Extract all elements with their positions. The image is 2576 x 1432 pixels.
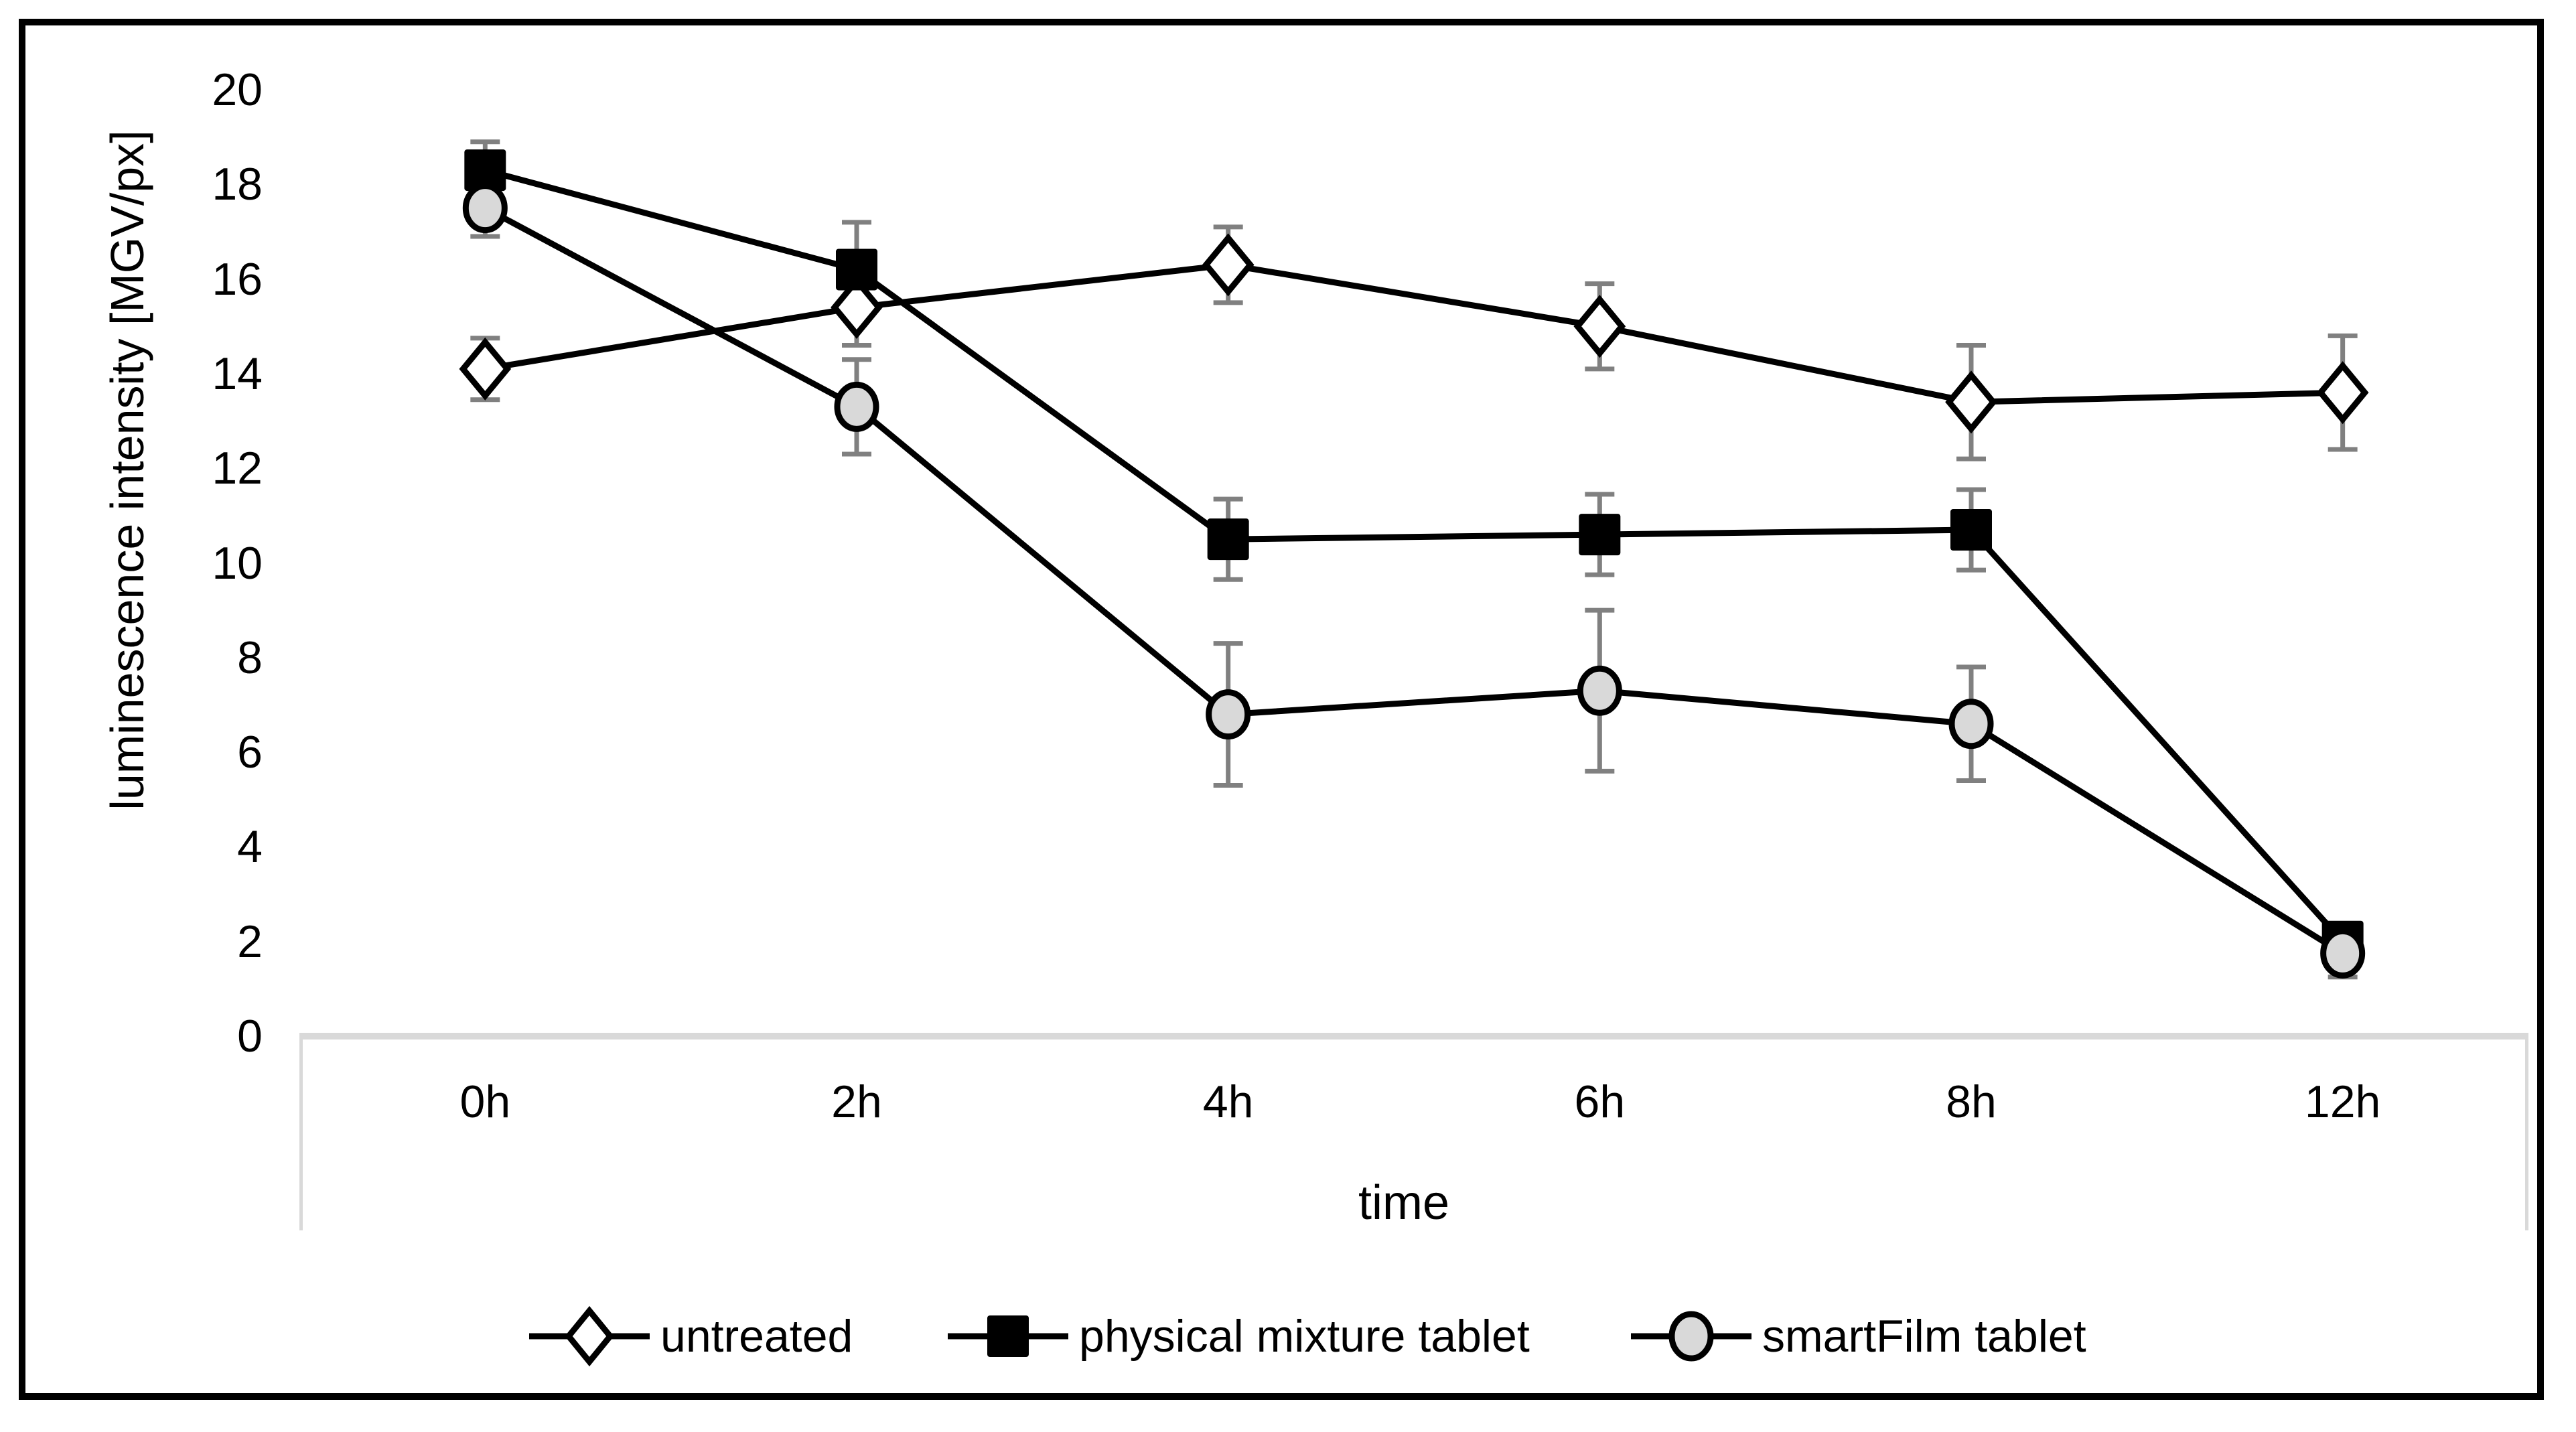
axis-box-left-border	[299, 1033, 303, 1230]
x-tick-label-8h: 8h	[1946, 1076, 1997, 1127]
y-tick-label-18: 18	[212, 159, 263, 210]
data-point-marker[interactable]	[1577, 665, 1622, 716]
y-tick-label-14: 14	[212, 348, 263, 399]
data-point-marker[interactable]	[1207, 518, 1249, 561]
series-line-2	[484, 205, 2345, 956]
y-tick-label-10: 10	[212, 537, 263, 589]
y-tick-label-0: 0	[237, 1011, 263, 1062]
x-axis-line	[299, 1033, 2528, 1040]
axis-box-right-border	[2525, 1033, 2528, 1230]
series-line-0	[484, 261, 2343, 405]
x-tick-label-12h: 12h	[2304, 1076, 2381, 1127]
data-point-marker[interactable]	[836, 248, 877, 291]
legend-label-smartfilm-tablet: smartFilm tablet	[1762, 1311, 2086, 1362]
open-diamond-marker-icon	[529, 1305, 650, 1367]
legend-label-untreated: untreated	[660, 1311, 853, 1362]
legend-item-physical-mixture-tablet[interactable]: physical mixture tablet	[948, 1303, 1530, 1370]
data-point-marker[interactable]	[1202, 233, 1255, 297]
data-point-marker[interactable]	[834, 381, 879, 432]
data-point-marker[interactable]	[1579, 514, 1621, 556]
data-point-marker[interactable]	[459, 337, 512, 401]
filled-square-marker-icon	[948, 1315, 1068, 1357]
x-tick-label-0h: 0h	[459, 1076, 511, 1127]
y-tick-label-16: 16	[212, 253, 263, 305]
data-point-marker[interactable]	[2316, 361, 2369, 425]
y-tick-label-20: 20	[212, 64, 263, 115]
data-point-marker[interactable]	[1945, 370, 1997, 434]
data-point-marker[interactable]	[464, 149, 506, 192]
legend-label-physical-mixture-tablet: physical mixture tablet	[1079, 1311, 1530, 1362]
data-point-marker[interactable]	[1573, 295, 1626, 358]
data-point-marker[interactable]	[1950, 509, 1992, 551]
y-tick-label-4: 4	[237, 821, 263, 873]
y-tick-label-8: 8	[237, 632, 263, 683]
data-point-marker[interactable]	[1206, 689, 1251, 740]
x-tick-label-2h: 2h	[831, 1076, 882, 1127]
y-tick-label-12: 12	[212, 443, 263, 494]
x-axis-title: time	[1358, 1176, 1450, 1230]
data-point-marker[interactable]	[462, 183, 508, 234]
legend-item-untreated[interactable]: untreated	[529, 1303, 853, 1370]
series-line-1	[484, 167, 2346, 944]
data-point-marker[interactable]	[831, 275, 883, 340]
figure-frame	[19, 19, 2544, 1400]
y-tick-label-2: 2	[237, 916, 263, 967]
x-tick-label-6h: 6h	[1574, 1076, 1626, 1127]
data-point-marker[interactable]	[1948, 699, 1994, 749]
legend-item-smartfilm-tablet[interactable]: smartFilm tablet	[1631, 1303, 2086, 1370]
y-tick-label-6: 6	[237, 727, 263, 778]
filled-circle-marker-icon	[1631, 1311, 1751, 1362]
data-point-marker[interactable]	[2320, 928, 2366, 979]
x-tick-label-4h: 4h	[1202, 1076, 1254, 1127]
